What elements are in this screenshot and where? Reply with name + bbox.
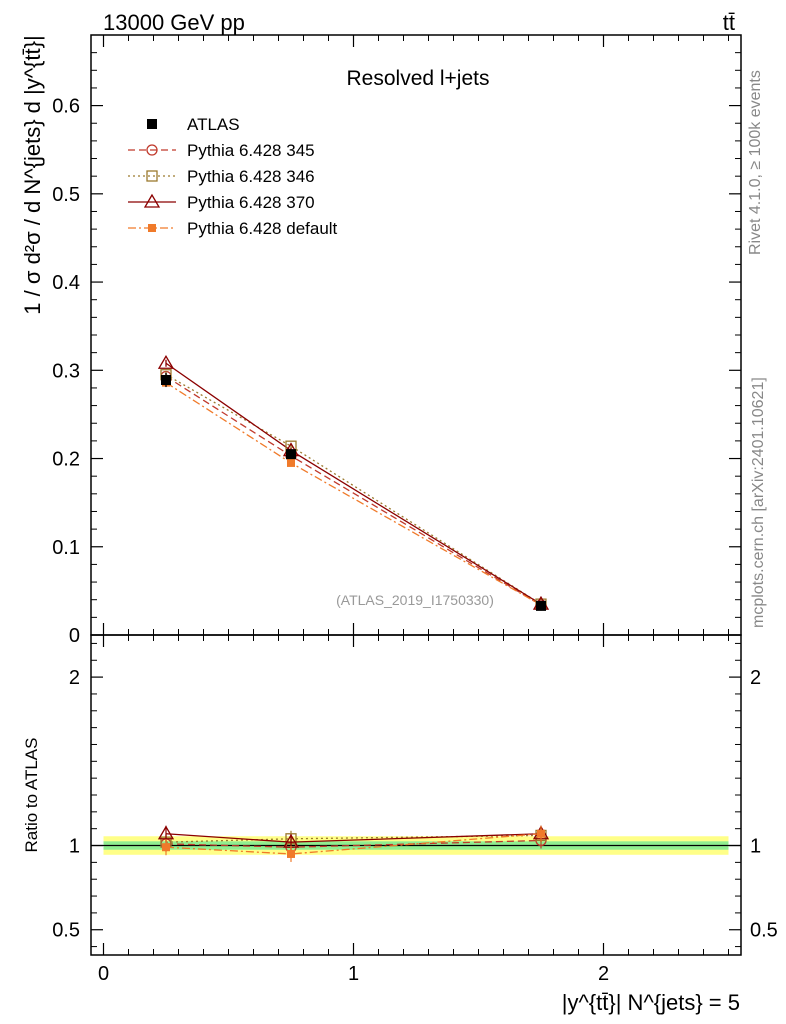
legend-label: Pythia 6.428 370 — [187, 193, 315, 212]
process-label: tt̄ — [723, 10, 735, 35]
ratio-tick-label-right: 0.5 — [750, 920, 778, 942]
legend-marker — [146, 144, 158, 156]
ratio-series-lines — [157, 825, 550, 862]
y-tick-label: 0.3 — [52, 360, 80, 382]
legend-marker — [143, 193, 161, 208]
rivet-version-label: Rivet 4.1.0, ≥ 100k events — [747, 70, 764, 255]
plot-title: Resolved l+jets — [347, 67, 490, 90]
ratio-y-axis-label: Ratio to ATLAS — [22, 738, 41, 853]
x-tick-label: 0 — [98, 963, 109, 985]
y-tick-label: 0.6 — [52, 96, 80, 118]
x-tick-label: 2 — [598, 963, 609, 985]
ratio-tick-label: 1 — [69, 836, 80, 858]
data-point — [161, 375, 171, 385]
legend-marker — [147, 119, 157, 129]
ratio-tick-label: 2 — [69, 667, 80, 689]
ratio-tick-label: 0.5 — [52, 920, 80, 942]
ratio-series-line — [165, 833, 542, 855]
analysis-watermark: (ATLAS_2019_I1750330) — [336, 592, 494, 608]
legend-marker — [148, 224, 156, 232]
y-tick-label: 0 — [69, 625, 80, 647]
ratio-point — [537, 829, 545, 838]
y-tick-label: 0.2 — [52, 449, 80, 471]
ratio-plot-frame — [90, 634, 742, 956]
data-point — [536, 600, 546, 611]
ratio-point — [157, 825, 175, 840]
legend-marker — [146, 170, 158, 182]
y-tick-label: 0.4 — [52, 272, 80, 294]
ratio-uncertainty-band — [91, 836, 741, 855]
main-data-points — [157, 354, 550, 611]
ratio-tick-label-right: 2 — [750, 667, 761, 689]
legend: ATLAS Pythia 6.428 345 Pythia 6.428 346 Pyt… — [128, 115, 338, 238]
ratio-point — [287, 849, 295, 858]
ratio-point — [162, 843, 170, 852]
collision-label: 13000 GeV pp — [103, 10, 245, 35]
series-line — [165, 375, 542, 606]
data-point — [286, 449, 296, 460]
legend-label: Pythia 6.428 346 — [187, 167, 315, 186]
y-tick-label: 0.5 — [52, 184, 80, 206]
main-y-axis-label: 1 / σ d²σ / d N^{jets} d |y^{tt̄}| — [20, 35, 45, 314]
x-axis-label: |y^{tt̄}| N^{jets} = 5 — [562, 990, 740, 1015]
legend-label: ATLAS — [187, 115, 240, 134]
main-axis-ticks: 0 0.1 0.2 0.3 0.4 0.5 0.6 0 1 2 — [52, 35, 741, 985]
data-point — [287, 458, 295, 467]
legend-label: Pythia 6.428 default — [187, 219, 338, 238]
mcplots-label: mcplots.cern.ch [arXiv:2401.10621] — [750, 377, 767, 628]
x-tick-label: 1 — [348, 963, 359, 985]
legend-label: Pythia 6.428 345 — [187, 141, 315, 160]
ratio-axis-ticks: 0.5 0.5 1 1 2 2 — [52, 642, 778, 948]
series-line — [165, 374, 542, 605]
ratio-tick-label-right: 1 — [750, 836, 761, 858]
series-line — [165, 362, 542, 605]
y-tick-label: 0.1 — [52, 537, 80, 559]
data-point — [157, 354, 175, 369]
main-series-lines — [165, 362, 542, 606]
